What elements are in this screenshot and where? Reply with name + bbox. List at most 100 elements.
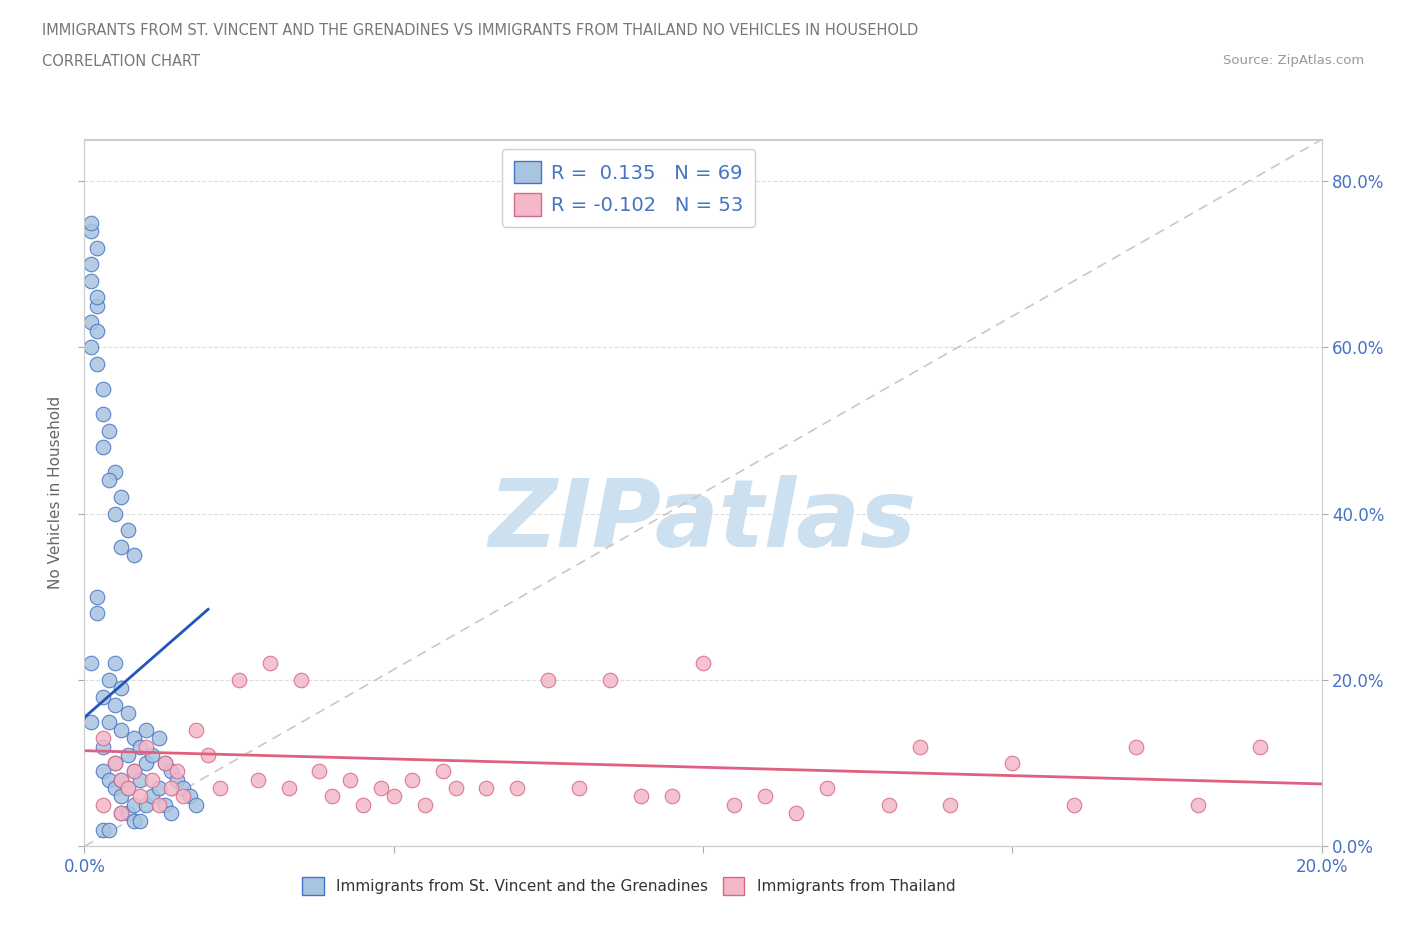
Point bbox=[135, 756, 157, 771]
Point bbox=[91, 764, 114, 779]
Point bbox=[117, 523, 139, 538]
Point bbox=[91, 381, 114, 396]
Point bbox=[370, 780, 392, 795]
Point bbox=[91, 822, 114, 837]
Point bbox=[141, 772, 163, 787]
Point bbox=[228, 672, 250, 687]
Point bbox=[432, 764, 454, 779]
Point bbox=[117, 748, 139, 763]
Point bbox=[110, 681, 132, 696]
Point bbox=[184, 723, 207, 737]
Point bbox=[79, 340, 101, 355]
Point bbox=[692, 656, 714, 671]
Y-axis label: No Vehicles in Household: No Vehicles in Household bbox=[48, 396, 63, 590]
Point bbox=[122, 814, 145, 829]
Point bbox=[79, 215, 101, 230]
Point bbox=[117, 706, 139, 721]
Point bbox=[166, 772, 188, 787]
Point bbox=[339, 772, 361, 787]
Point bbox=[104, 465, 127, 480]
Point bbox=[117, 780, 139, 795]
Point bbox=[290, 672, 312, 687]
Point bbox=[135, 723, 157, 737]
Point bbox=[197, 748, 219, 763]
Point bbox=[209, 780, 232, 795]
Point bbox=[815, 780, 838, 795]
Point bbox=[122, 731, 145, 746]
Point bbox=[79, 273, 101, 288]
Text: Source: ZipAtlas.com: Source: ZipAtlas.com bbox=[1223, 54, 1364, 67]
Point bbox=[661, 789, 683, 804]
Point bbox=[475, 780, 498, 795]
Point bbox=[141, 789, 163, 804]
Point bbox=[141, 748, 163, 763]
Point bbox=[98, 822, 121, 837]
Point bbox=[79, 714, 101, 729]
Point bbox=[1063, 797, 1085, 812]
Point bbox=[91, 689, 114, 704]
Point bbox=[166, 764, 188, 779]
Point bbox=[160, 780, 183, 795]
Point bbox=[122, 548, 145, 563]
Point bbox=[321, 789, 343, 804]
Point bbox=[79, 223, 101, 238]
Point bbox=[184, 797, 207, 812]
Point bbox=[153, 797, 176, 812]
Point bbox=[148, 731, 170, 746]
Point bbox=[79, 257, 101, 272]
Point bbox=[104, 506, 127, 521]
Point bbox=[537, 672, 560, 687]
Point bbox=[104, 780, 127, 795]
Point bbox=[91, 440, 114, 455]
Point bbox=[723, 797, 745, 812]
Point bbox=[98, 672, 121, 687]
Point bbox=[122, 764, 145, 779]
Point bbox=[129, 739, 152, 754]
Point bbox=[308, 764, 330, 779]
Point bbox=[79, 656, 101, 671]
Point bbox=[86, 299, 108, 313]
Point bbox=[86, 606, 108, 621]
Point bbox=[91, 406, 114, 421]
Point bbox=[1001, 756, 1024, 771]
Point bbox=[129, 789, 152, 804]
Point bbox=[153, 756, 176, 771]
Point bbox=[277, 780, 299, 795]
Point bbox=[172, 789, 194, 804]
Point bbox=[129, 814, 152, 829]
Point bbox=[153, 756, 176, 771]
Point bbox=[754, 789, 776, 804]
Point bbox=[172, 780, 194, 795]
Point bbox=[568, 780, 591, 795]
Point bbox=[160, 805, 183, 820]
Point bbox=[86, 590, 108, 604]
Point bbox=[110, 772, 132, 787]
Point bbox=[91, 797, 114, 812]
Point bbox=[939, 797, 962, 812]
Legend: Immigrants from St. Vincent and the Grenadines, Immigrants from Thailand: Immigrants from St. Vincent and the Gren… bbox=[295, 870, 963, 902]
Point bbox=[1187, 797, 1209, 812]
Point bbox=[104, 656, 127, 671]
Point bbox=[110, 539, 132, 554]
Point bbox=[98, 772, 121, 787]
Point bbox=[129, 772, 152, 787]
Point bbox=[352, 797, 374, 812]
Point bbox=[506, 780, 529, 795]
Point bbox=[110, 772, 132, 787]
Point bbox=[110, 805, 132, 820]
Point bbox=[908, 739, 931, 754]
Point bbox=[104, 698, 127, 712]
Text: CORRELATION CHART: CORRELATION CHART bbox=[42, 54, 200, 69]
Point bbox=[1125, 739, 1147, 754]
Text: IMMIGRANTS FROM ST. VINCENT AND THE GRENADINES VS IMMIGRANTS FROM THAILAND NO VE: IMMIGRANTS FROM ST. VINCENT AND THE GREN… bbox=[42, 23, 918, 38]
Point bbox=[110, 789, 132, 804]
Point bbox=[785, 805, 807, 820]
Point bbox=[86, 290, 108, 305]
Point bbox=[110, 805, 132, 820]
Point bbox=[110, 723, 132, 737]
Text: ZIPatlas: ZIPatlas bbox=[489, 475, 917, 567]
Point bbox=[148, 797, 170, 812]
Point bbox=[91, 739, 114, 754]
Point bbox=[122, 797, 145, 812]
Point bbox=[98, 714, 121, 729]
